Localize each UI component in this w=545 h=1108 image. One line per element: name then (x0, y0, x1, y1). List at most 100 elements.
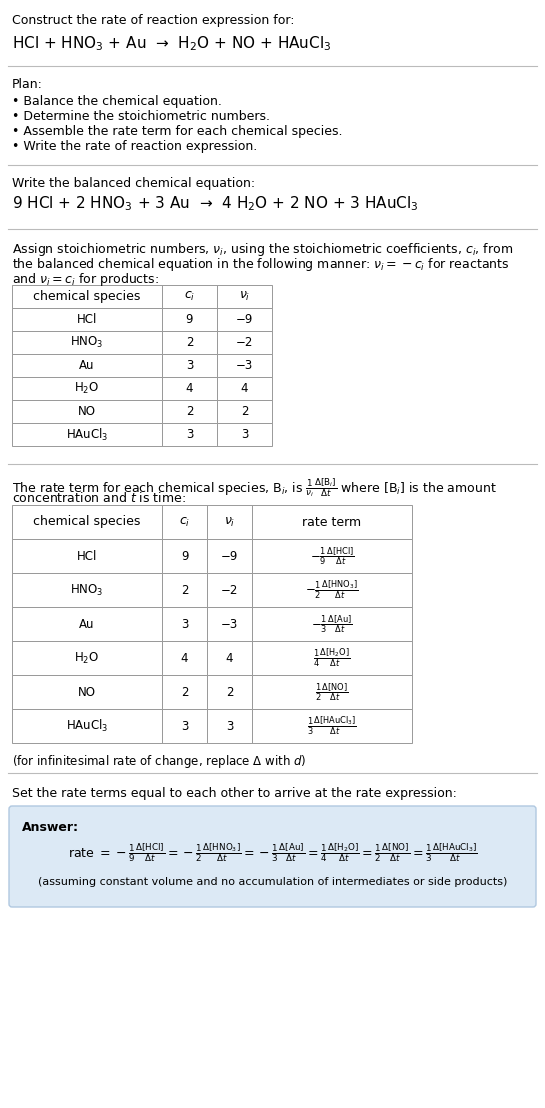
Bar (162, 285, 217, 308)
Bar (207, 505, 252, 538)
Text: Assign stoichiometric numbers, $\nu_i$, using the stoichiometric coefficients, $: Assign stoichiometric numbers, $\nu_i$, … (12, 242, 513, 258)
Text: $\nu_i$: $\nu_i$ (239, 290, 250, 304)
Text: 3: 3 (186, 359, 193, 372)
Bar (162, 353, 217, 377)
Bar (207, 675, 252, 709)
Text: chemical species: chemical species (33, 290, 141, 302)
Text: H$_2$O: H$_2$O (75, 650, 100, 666)
Text: Plan:: Plan: (12, 78, 43, 91)
Bar (162, 709, 207, 743)
Bar (252, 505, 412, 538)
FancyBboxPatch shape (9, 806, 536, 907)
Text: Au: Au (79, 617, 95, 630)
Bar (12, 538, 162, 573)
Text: $c_i$: $c_i$ (179, 515, 190, 529)
Bar (12, 675, 162, 709)
Bar (217, 377, 272, 400)
Text: HCl: HCl (77, 550, 97, 563)
Text: 2: 2 (186, 336, 193, 349)
Text: $-\frac{1}{3}\frac{\Delta[\mathrm{Au}]}{\Delta t}$: $-\frac{1}{3}\frac{\Delta[\mathrm{Au}]}{… (311, 613, 353, 635)
Bar (162, 573, 207, 607)
Text: Set the rate terms equal to each other to arrive at the rate expression:: Set the rate terms equal to each other t… (12, 787, 457, 800)
Text: 3: 3 (241, 428, 248, 441)
Bar (162, 308, 217, 331)
Text: 9 HCl + 2 HNO$_3$ + 3 Au  →  4 H$_2$O + 2 NO + 3 HAuCl$_3$: 9 HCl + 2 HNO$_3$ + 3 Au → 4 H$_2$O + 2 … (12, 194, 419, 213)
Text: HAuCl$_3$: HAuCl$_3$ (66, 427, 108, 442)
Text: concentration and $t$ is time:: concentration and $t$ is time: (12, 491, 186, 505)
Text: NO: NO (78, 686, 96, 698)
Text: $\frac{1}{4}\frac{\Delta[\mathrm{H_2O}]}{\Delta t}$: $\frac{1}{4}\frac{\Delta[\mathrm{H_2O}]}… (313, 647, 350, 669)
Text: 2: 2 (181, 584, 188, 596)
Text: 3: 3 (181, 617, 188, 630)
Bar (12, 607, 162, 642)
Bar (162, 331, 217, 353)
Bar (12, 353, 162, 377)
Text: rate term: rate term (302, 515, 361, 529)
Text: $\nu_i$: $\nu_i$ (224, 515, 235, 529)
Text: (assuming constant volume and no accumulation of intermediates or side products): (assuming constant volume and no accumul… (38, 878, 507, 888)
Text: Write the balanced chemical equation:: Write the balanced chemical equation: (12, 177, 255, 189)
Bar (162, 400, 217, 423)
Text: HCl: HCl (77, 312, 97, 326)
Text: 3: 3 (181, 719, 188, 732)
Bar (217, 423, 272, 447)
Text: 2: 2 (226, 686, 233, 698)
Text: Construct the rate of reaction expression for:: Construct the rate of reaction expressio… (12, 14, 294, 27)
Text: 4: 4 (226, 652, 233, 665)
Text: 3: 3 (226, 719, 233, 732)
Text: −3: −3 (236, 359, 253, 372)
Text: 4: 4 (181, 652, 188, 665)
Bar (162, 505, 207, 538)
Bar (207, 607, 252, 642)
Bar (12, 377, 162, 400)
Bar (217, 400, 272, 423)
Bar (207, 709, 252, 743)
Text: −9: −9 (236, 312, 253, 326)
Text: • Determine the stoichiometric numbers.: • Determine the stoichiometric numbers. (12, 110, 270, 123)
Text: The rate term for each chemical species, B$_i$, is $\frac{1}{\nu_i}\frac{\Delta[: The rate term for each chemical species,… (12, 476, 497, 499)
Text: H$_2$O: H$_2$O (75, 381, 100, 396)
Text: −2: −2 (236, 336, 253, 349)
Bar (252, 642, 412, 675)
Bar (252, 573, 412, 607)
Bar (162, 642, 207, 675)
Text: HNO$_3$: HNO$_3$ (70, 335, 104, 350)
Bar (162, 538, 207, 573)
Text: • Balance the chemical equation.: • Balance the chemical equation. (12, 95, 222, 107)
Text: and $\nu_i = c_i$ for products:: and $\nu_i = c_i$ for products: (12, 271, 159, 288)
Text: $\frac{1}{3}\frac{\Delta[\mathrm{HAuCl_3}]}{\Delta t}$: $\frac{1}{3}\frac{\Delta[\mathrm{HAuCl_3… (307, 715, 357, 737)
Bar (207, 642, 252, 675)
Text: 2: 2 (181, 686, 188, 698)
Text: the balanced chemical equation in the following manner: $\nu_i = -c_i$ for react: the balanced chemical equation in the fo… (12, 256, 510, 273)
Bar (12, 308, 162, 331)
Text: 4: 4 (186, 382, 193, 394)
Bar (162, 607, 207, 642)
Text: −2: −2 (221, 584, 238, 596)
Text: 9: 9 (186, 312, 193, 326)
Bar (252, 607, 412, 642)
Text: NO: NO (78, 406, 96, 418)
Text: 9: 9 (181, 550, 188, 563)
Bar (12, 400, 162, 423)
Text: chemical species: chemical species (33, 515, 141, 529)
Bar (217, 353, 272, 377)
Bar (162, 423, 217, 447)
Bar (12, 423, 162, 447)
Text: −3: −3 (221, 617, 238, 630)
Bar (252, 538, 412, 573)
Bar (12, 642, 162, 675)
Bar (162, 675, 207, 709)
Text: −9: −9 (221, 550, 238, 563)
Bar (207, 573, 252, 607)
Bar (217, 308, 272, 331)
Text: • Write the rate of reaction expression.: • Write the rate of reaction expression. (12, 140, 257, 153)
Text: HAuCl$_3$: HAuCl$_3$ (66, 718, 108, 733)
Bar (12, 331, 162, 353)
Bar (12, 573, 162, 607)
Text: 2: 2 (186, 406, 193, 418)
Bar (217, 331, 272, 353)
Bar (12, 285, 162, 308)
Text: 4: 4 (241, 382, 249, 394)
Text: 3: 3 (186, 428, 193, 441)
Text: Answer:: Answer: (22, 821, 79, 834)
